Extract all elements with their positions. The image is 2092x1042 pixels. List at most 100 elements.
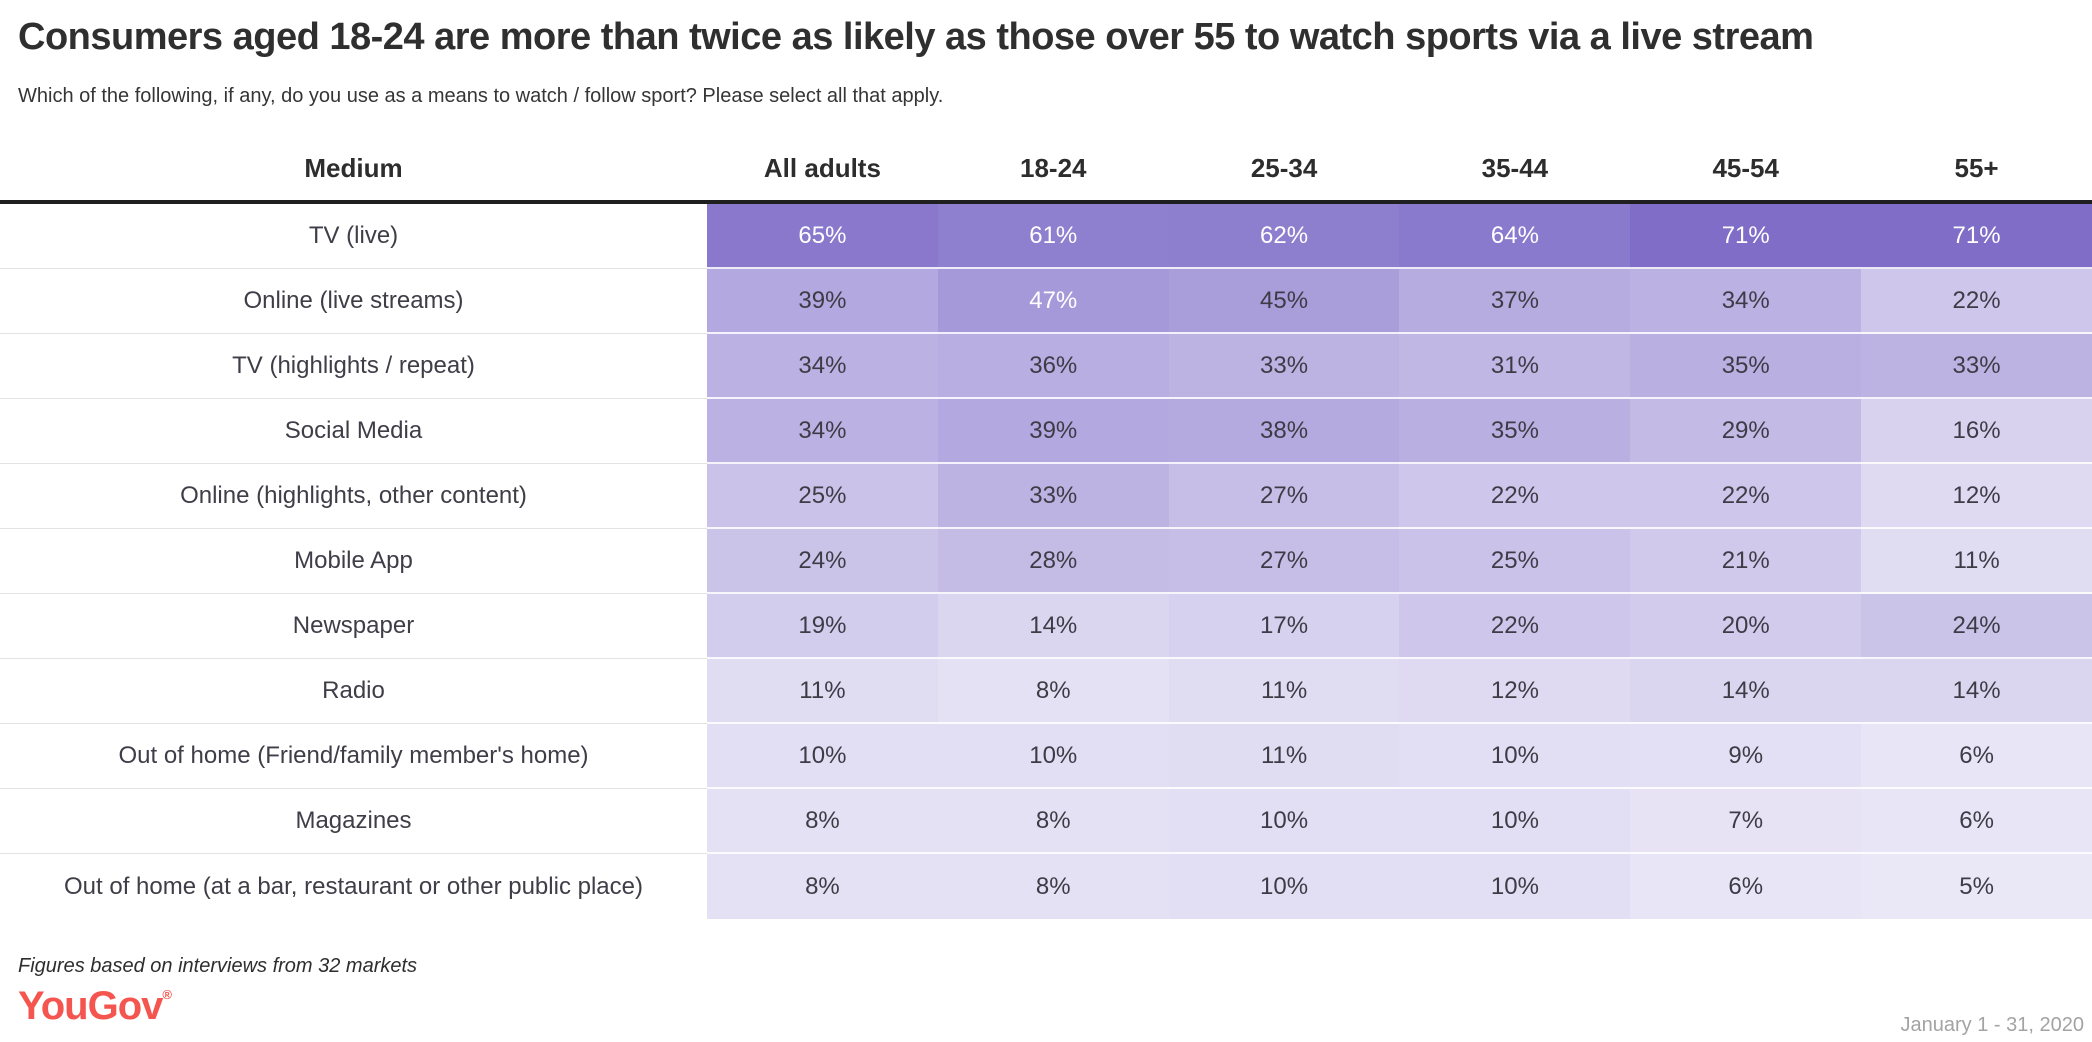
heatmap-cell: 25% [707, 464, 938, 529]
heatmap-cell: 10% [1399, 789, 1631, 854]
heatmap-cell: 33% [937, 464, 1169, 529]
heatmap-cell: 33% [1861, 334, 2092, 399]
heatmap-cell: 34% [707, 399, 938, 464]
table-row: Magazines 8% 8% 10% 10% 7% 6% [0, 789, 2092, 854]
heatmap-cell: 25% [1399, 529, 1631, 594]
heatmap-cell: 5% [1861, 854, 2092, 919]
heatmap-cell: 6% [1861, 724, 2092, 789]
heatmap-cell: 11% [707, 659, 938, 724]
heatmap-cell: 19% [707, 594, 938, 659]
heatmap-cell: 61% [937, 204, 1169, 269]
heatmap-cell: 37% [1399, 269, 1631, 334]
column-header: 45-54 [1630, 138, 1862, 204]
infographic-page: Consumers aged 18-24 are more than twice… [0, 16, 2092, 1042]
table-header-row: Medium All adults 18-24 25-34 35-44 45-54 55+ [0, 138, 2092, 204]
heatmap-cell: 10% [937, 724, 1169, 789]
heatmap-cell: 71% [1630, 204, 1862, 269]
table-row: Mobile App 24% 28% 27% 25% 21% 11% [0, 529, 2092, 594]
heatmap-cell: 22% [1630, 464, 1862, 529]
row-label: Social Media [0, 399, 707, 464]
heatmap-cell: 71% [1861, 204, 2092, 269]
heatmap-cell: 39% [707, 269, 938, 334]
heatmap-cell: 8% [937, 789, 1169, 854]
table-row: Radio 11% 8% 11% 12% 14% 14% [0, 659, 2092, 724]
heatmap-cell: 10% [1399, 724, 1631, 789]
heatmap-cell: 22% [1399, 464, 1631, 529]
heatmap-cell: 65% [707, 204, 938, 269]
heatmap-cell: 10% [1168, 854, 1400, 919]
row-label: Magazines [0, 789, 707, 854]
page-title: Consumers aged 18-24 are more than twice… [18, 16, 1814, 58]
column-header: 25-34 [1168, 138, 1400, 204]
heatmap-cell: 35% [1399, 399, 1631, 464]
column-header-medium: Medium [0, 138, 707, 204]
heatmap-cell: 7% [1630, 789, 1862, 854]
row-label: Radio [0, 659, 707, 724]
heatmap-cell: 11% [1861, 529, 2092, 594]
heatmap-cell: 14% [1861, 659, 2092, 724]
table-row: TV (live) 65% 61% 62% 64% 71% 71% [0, 204, 2092, 269]
heatmap-cell: 8% [707, 854, 938, 919]
table-row: Online (live streams) 39% 47% 45% 37% 34% 22% [0, 269, 2092, 334]
table-head: Medium All adults 18-24 25-34 35-44 45-54 55+ [0, 138, 2092, 204]
heatmap-cell: 11% [1168, 724, 1400, 789]
heatmap-cell: 38% [1168, 399, 1400, 464]
heatmap-cell: 64% [1399, 204, 1631, 269]
heatmap-cell: 8% [937, 659, 1169, 724]
heatmap-cell: 6% [1861, 789, 2092, 854]
date-range: January 1 - 31, 2020 [1900, 1014, 2084, 1036]
heatmap-cell: 47% [937, 269, 1169, 334]
row-label: Newspaper [0, 594, 707, 659]
heatmap-cell: 29% [1630, 399, 1862, 464]
heatmap-cell: 27% [1168, 529, 1400, 594]
table-row: Online (highlights, other content) 25% 33%… [0, 464, 2092, 529]
table-row: Social Media 34% 39% 38% 35% 29% 16% [0, 399, 2092, 464]
heatmap-cell: 9% [1630, 724, 1862, 789]
heatmap-cell: 27% [1168, 464, 1400, 529]
heatmap-cell: 62% [1168, 204, 1400, 269]
table-row: Out of home (at a bar, restaurant or oth… [0, 854, 2092, 919]
table-row: Out of home (Friend/family member's home… [0, 724, 2092, 789]
row-label: Mobile App [0, 529, 707, 594]
heatmap-cell: 36% [937, 334, 1169, 399]
heatmap-cell: 39% [937, 399, 1169, 464]
table-row: TV (highlights / repeat) 34% 36% 33% 31% 35% 3… [0, 334, 2092, 399]
yougov-logo-text: YouGov [18, 984, 163, 1028]
heatmap-cell: 8% [707, 789, 938, 854]
heatmap-cell: 45% [1168, 269, 1400, 334]
heatmap-cell: 10% [707, 724, 938, 789]
row-label: TV (highlights / repeat) [0, 334, 707, 399]
column-header: 55+ [1861, 138, 2092, 204]
heatmap-cell: 17% [1168, 594, 1400, 659]
heatmap-cell: 8% [937, 854, 1169, 919]
heatmap-cell: 10% [1399, 854, 1631, 919]
source-footnote: Figures based on interviews from 32 mark… [18, 955, 418, 977]
heatmap-cell: 14% [937, 594, 1169, 659]
heatmap-cell: 21% [1630, 529, 1862, 594]
row-label: Online (live streams) [0, 269, 707, 334]
heatmap-cell: 12% [1861, 464, 2092, 529]
heatmap-cell: 24% [707, 529, 938, 594]
table-row: Newspaper 19% 14% 17% 22% 20% 24% [0, 594, 2092, 659]
survey-question: Which of the following, if any, do you u… [18, 85, 944, 107]
yougov-logo: YouGov® [18, 984, 172, 1028]
heatmap-cell: 34% [707, 334, 938, 399]
column-header: All adults [707, 138, 938, 204]
heatmap-cell: 11% [1168, 659, 1400, 724]
heatmap-cell: 31% [1399, 334, 1631, 399]
row-label: Out of home (at a bar, restaurant or oth… [0, 854, 707, 919]
heatmap-cell: 24% [1861, 594, 2092, 659]
heatmap-cell: 33% [1168, 334, 1400, 399]
registered-trademark-icon: ® [162, 987, 172, 1002]
heatmap-cell: 6% [1630, 854, 1862, 919]
heatmap-cell: 22% [1861, 269, 2092, 334]
heatmap-cell: 35% [1630, 334, 1862, 399]
heatmap-cell: 14% [1630, 659, 1862, 724]
row-label: TV (live) [0, 204, 707, 269]
row-label: Online (highlights, other content) [0, 464, 707, 529]
column-header: 35-44 [1399, 138, 1631, 204]
column-header: 18-24 [937, 138, 1169, 204]
heatmap-cell: 34% [1630, 269, 1862, 334]
row-label: Out of home (Friend/family member's home… [0, 724, 707, 789]
heatmap-cell: 16% [1861, 399, 2092, 464]
